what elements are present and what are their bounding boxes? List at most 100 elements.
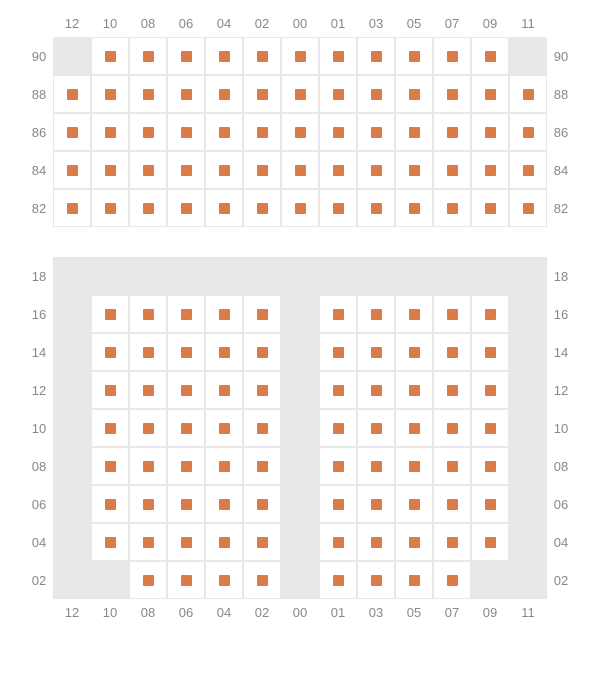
seat-cell[interactable] [167, 37, 205, 75]
seat-cell[interactable] [471, 75, 509, 113]
seat-cell[interactable] [319, 333, 357, 371]
seat-cell[interactable] [91, 151, 129, 189]
seat-cell[interactable] [433, 189, 471, 227]
seat-cell[interactable] [243, 371, 281, 409]
seat-cell[interactable] [281, 37, 319, 75]
seat-cell[interactable] [129, 409, 167, 447]
seat-cell[interactable] [319, 151, 357, 189]
seat-cell[interactable] [433, 409, 471, 447]
seat-cell[interactable] [205, 295, 243, 333]
seat-cell[interactable] [205, 561, 243, 599]
seat-cell[interactable] [395, 447, 433, 485]
seat-cell[interactable] [53, 113, 91, 151]
seat-cell[interactable] [91, 447, 129, 485]
seat-cell[interactable] [129, 447, 167, 485]
seat-cell[interactable] [281, 151, 319, 189]
seat-cell[interactable] [129, 523, 167, 561]
seat-cell[interactable] [205, 333, 243, 371]
seat-cell[interactable] [395, 409, 433, 447]
seat-cell[interactable] [433, 447, 471, 485]
seat-cell[interactable] [319, 295, 357, 333]
seat-cell[interactable] [243, 295, 281, 333]
seat-cell[interactable] [91, 113, 129, 151]
seat-cell[interactable] [53, 189, 91, 227]
seat-cell[interactable] [167, 371, 205, 409]
seat-cell[interactable] [319, 523, 357, 561]
seat-cell[interactable] [243, 189, 281, 227]
seat-cell[interactable] [91, 37, 129, 75]
seat-cell[interactable] [357, 523, 395, 561]
seat-cell[interactable] [319, 37, 357, 75]
seat-cell[interactable] [167, 485, 205, 523]
seat-cell[interactable] [129, 333, 167, 371]
seat-cell[interactable] [395, 371, 433, 409]
seat-cell[interactable] [281, 75, 319, 113]
seat-cell[interactable] [129, 189, 167, 227]
seat-cell[interactable] [243, 113, 281, 151]
seat-cell[interactable] [243, 409, 281, 447]
seat-cell[interactable] [243, 447, 281, 485]
seat-cell[interactable] [243, 523, 281, 561]
seat-cell[interactable] [205, 151, 243, 189]
seat-cell[interactable] [53, 75, 91, 113]
seat-cell[interactable] [91, 333, 129, 371]
seat-cell[interactable] [433, 561, 471, 599]
seat-cell[interactable] [433, 333, 471, 371]
seat-cell[interactable] [243, 75, 281, 113]
seat-cell[interactable] [395, 37, 433, 75]
seat-cell[interactable] [167, 523, 205, 561]
seat-cell[interactable] [243, 561, 281, 599]
seat-cell[interactable] [357, 409, 395, 447]
seat-cell[interactable] [319, 561, 357, 599]
seat-cell[interactable] [433, 371, 471, 409]
seat-cell[interactable] [357, 189, 395, 227]
seat-cell[interactable] [167, 75, 205, 113]
seat-cell[interactable] [395, 151, 433, 189]
seat-cell[interactable] [319, 447, 357, 485]
seat-cell[interactable] [205, 75, 243, 113]
seat-cell[interactable] [91, 75, 129, 113]
seat-cell[interactable] [357, 485, 395, 523]
seat-cell[interactable] [129, 295, 167, 333]
seat-cell[interactable] [205, 409, 243, 447]
seat-cell[interactable] [395, 295, 433, 333]
seat-cell[interactable] [471, 151, 509, 189]
seat-cell[interactable] [129, 151, 167, 189]
seat-cell[interactable] [357, 37, 395, 75]
seat-cell[interactable] [205, 485, 243, 523]
seat-cell[interactable] [471, 371, 509, 409]
seat-cell[interactable] [357, 151, 395, 189]
seat-cell[interactable] [243, 37, 281, 75]
seat-cell[interactable] [281, 189, 319, 227]
seat-cell[interactable] [433, 485, 471, 523]
seat-cell[interactable] [205, 523, 243, 561]
seat-cell[interactable] [433, 75, 471, 113]
seat-cell[interactable] [471, 409, 509, 447]
seat-cell[interactable] [471, 295, 509, 333]
seat-cell[interactable] [129, 75, 167, 113]
seat-cell[interactable] [129, 37, 167, 75]
seat-cell[interactable] [243, 485, 281, 523]
seat-cell[interactable] [205, 37, 243, 75]
seat-cell[interactable] [433, 37, 471, 75]
seat-cell[interactable] [319, 189, 357, 227]
seat-cell[interactable] [319, 75, 357, 113]
seat-cell[interactable] [471, 447, 509, 485]
seat-cell[interactable] [509, 151, 547, 189]
seat-cell[interactable] [167, 295, 205, 333]
seat-cell[interactable] [91, 295, 129, 333]
seat-cell[interactable] [395, 485, 433, 523]
seat-cell[interactable] [53, 151, 91, 189]
seat-cell[interactable] [319, 409, 357, 447]
seat-cell[interactable] [509, 113, 547, 151]
seat-cell[interactable] [433, 151, 471, 189]
seat-cell[interactable] [395, 333, 433, 371]
seat-cell[interactable] [471, 37, 509, 75]
seat-cell[interactable] [395, 523, 433, 561]
seat-cell[interactable] [471, 333, 509, 371]
seat-cell[interactable] [433, 295, 471, 333]
seat-cell[interactable] [357, 333, 395, 371]
seat-cell[interactable] [129, 371, 167, 409]
seat-cell[interactable] [357, 295, 395, 333]
seat-cell[interactable] [91, 523, 129, 561]
